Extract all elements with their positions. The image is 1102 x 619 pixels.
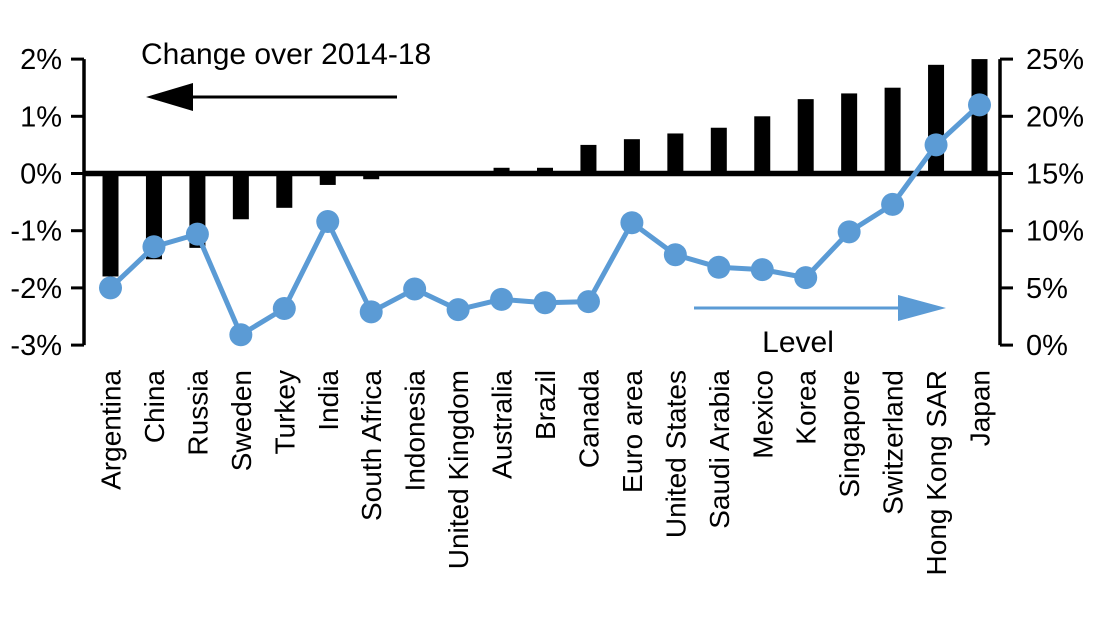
category-label-south-africa: South Africa (356, 370, 387, 521)
category-label-singapore: Singapore (834, 370, 865, 498)
level-dot-switzerland (881, 192, 905, 216)
left-axis-tick-label: -2% (10, 273, 62, 305)
category-label-brazil: Brazil (530, 370, 561, 440)
bar-canada (580, 144, 597, 174)
right-axis-tick-label: 15% (1026, 159, 1084, 191)
bar-hong-kong-sar (928, 64, 945, 174)
level-dot-japan (968, 93, 991, 117)
category-label-united-kingdom: United Kingdom (443, 370, 474, 569)
category-label-india: India (313, 370, 344, 431)
right-axis-tick-label: 10% (1026, 216, 1084, 248)
right-axis-tick-label: 5% (1026, 273, 1068, 305)
category-label-japan: Japan (965, 370, 996, 446)
category-label-australia: Australia (487, 370, 518, 479)
level-dot-hong-kong-sar (924, 133, 948, 157)
category-label-hong-kong-sar: Hong Kong SAR (921, 370, 952, 575)
right-axis-tick-label: 0% (1026, 330, 1068, 362)
bar-switzerland (884, 87, 901, 174)
level-dot-turkey (272, 296, 296, 320)
level-dot-canada (576, 290, 600, 314)
left-axis-tick-label: 0% (20, 159, 62, 191)
left-axis-tick-label: -1% (10, 216, 62, 248)
category-label-canada: Canada (573, 370, 604, 469)
left-axis-tick-label: -3% (10, 330, 62, 362)
right-axis-tick-label: 20% (1026, 101, 1084, 133)
level-dot-russia (185, 222, 209, 246)
level-dot-australia (490, 287, 514, 311)
category-label-turkey: Turkey (269, 370, 300, 455)
bar-brazil (537, 167, 553, 174)
level-dot-saudi-arabia (707, 255, 731, 279)
level-dot-brazil (533, 291, 557, 315)
bar-turkey (276, 173, 293, 208)
change-arrow-left-icon (146, 83, 193, 111)
bar-singapore (841, 93, 858, 174)
level-dot-united-states (663, 243, 687, 267)
category-label-china: China (139, 370, 170, 444)
level-dot-argentina (99, 276, 122, 300)
level-dot-euro-area (620, 211, 644, 235)
category-label-argentina: Argentina (96, 370, 127, 490)
category-label-korea: Korea (791, 370, 822, 445)
category-label-indonesia: Indonesia (400, 370, 431, 492)
category-label-switzerland: Switzerland (878, 370, 909, 515)
category-label-saudi-arabia: Saudi Arabia (704, 370, 735, 529)
category-label-sweden: Sweden (226, 370, 257, 471)
bar-saudi-arabia (710, 127, 727, 174)
level-dot-united-kingdom (446, 298, 470, 322)
level-dot-mexico (750, 258, 774, 282)
category-label-mexico: Mexico (747, 370, 778, 459)
category-label-russia: Russia (182, 370, 213, 456)
level-dot-india (316, 210, 340, 234)
bar-india (319, 173, 336, 185)
right-axis-tick-label: 25% (1026, 44, 1084, 76)
change-series-annotation: Change over 2014-18 (141, 38, 431, 71)
level-dot-singapore (837, 220, 861, 244)
level-series-annotation: Level (762, 326, 834, 359)
level-dot-indonesia (403, 277, 427, 301)
category-label-euro-area: Euro area (617, 370, 648, 493)
bar-korea (797, 99, 814, 174)
bar-united-states (667, 133, 684, 174)
bar-euro-area (623, 139, 640, 174)
level-dot-china (142, 235, 166, 259)
left-axis-tick-label: 2% (20, 44, 62, 76)
bar-argentina (102, 173, 119, 277)
level-arrow-right-icon (898, 295, 946, 321)
level-dot-south-africa (359, 300, 383, 324)
bar-sweden (232, 173, 249, 220)
left-axis-tick-label: 1% (20, 101, 62, 133)
level-dot-korea (794, 266, 818, 290)
category-label-united-states: United States (660, 370, 691, 538)
bar-mexico (754, 116, 771, 174)
bar-australia (493, 167, 510, 174)
level-dot-sweden (229, 323, 253, 347)
bar-south-africa (363, 173, 380, 180)
